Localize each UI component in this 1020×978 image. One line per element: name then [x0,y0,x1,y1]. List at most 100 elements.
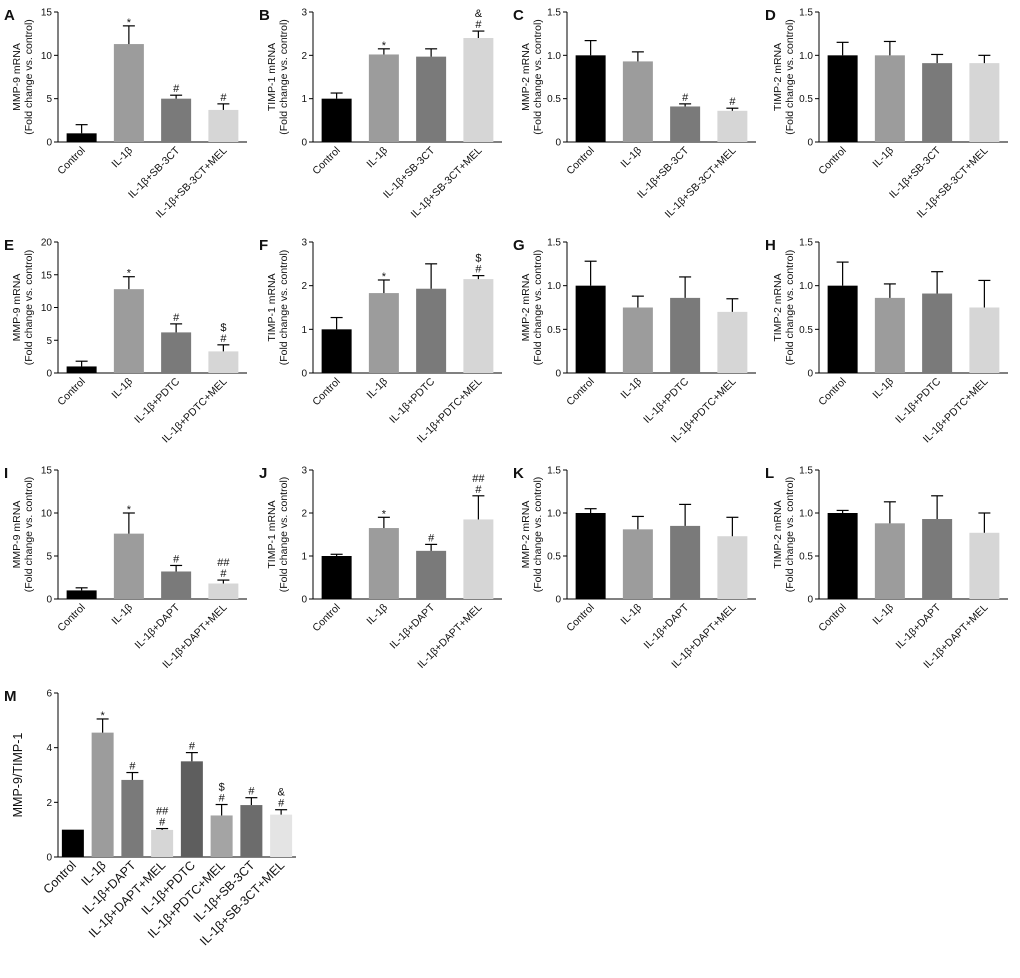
significance-mark: & [475,8,483,20]
y-tick-label: 5 [46,552,52,563]
significance-mark: # [173,83,180,95]
bar [161,98,192,142]
y-tick-label: 0.5 [547,94,561,105]
category-label: Control [816,376,848,408]
y-tick-label: 0 [301,369,307,380]
panel-letter: C [513,7,524,24]
bar [874,55,905,143]
significance-mark: $ [475,253,481,265]
y-tick-label: 1.0 [547,281,561,292]
y-tick-label: 1.0 [547,51,561,62]
y-tick-label: 6 [46,689,52,700]
y-tick-label: 0 [807,138,813,149]
category-label: IL-1β [618,376,644,402]
bar [575,55,606,143]
category-label: IL-1β [870,145,896,171]
category-label: IL-1β+DAPT [894,601,944,651]
bar [463,279,494,373]
y-axis-label: TIMP-2 mRNA [772,43,784,111]
y-axis-label: MMP-9 mRNA [11,501,23,569]
panel-j: J 0 1 2 3 TIMP-1 mRNA (Fold change vs. control… [259,465,502,671]
significance-mark: # [173,312,180,324]
category-label: IL-1β [109,602,135,628]
y-tick-label: 0 [46,595,52,606]
bar [151,829,174,857]
y-axis-label: MMP-2 mRNA [520,43,532,111]
category-label: IL-1β [618,145,644,171]
y-tick-label: 5 [46,94,52,105]
category-label: IL-1β [364,602,390,628]
bar [463,38,494,142]
category-label: IL-1β [109,145,135,171]
bar [91,732,114,857]
bar [416,288,447,373]
category-label: Control [310,376,342,408]
y-tick-label: 1.0 [799,509,813,520]
category-label: IL-1β [364,376,390,402]
panel-d: D 0 0.5 1.0 1.5 TIMP-2 mRNA (Fold change vs. c… [765,7,1008,221]
bar [874,297,905,373]
y-axis-label: (Fold change vs. control) [278,250,290,366]
y-axis-label: (Fold change vs. control) [278,19,290,135]
bar [208,109,239,142]
y-tick-label: 0.5 [799,94,813,105]
bar [368,293,399,373]
y-tick-label: 0 [807,369,813,380]
y-tick-label: 20 [41,238,53,249]
significance-mark: * [127,504,132,516]
category-label: Control [816,602,848,634]
bar [240,805,263,857]
bar [321,329,352,373]
panel-f: F 0 1 2 3 TIMP-1 mRNA (Fold change vs. control… [259,237,502,445]
significance-mark: # [173,553,180,565]
y-axis-label: MMP-2 mRNA [520,501,532,569]
bar [113,289,144,373]
bar [717,311,748,373]
category-label: IL-1β+PDTC [893,375,943,425]
bar [969,63,1000,143]
y-tick-label: 0.5 [799,325,813,336]
category-label: IL-1β [870,376,896,402]
y-axis-label: TIMP-1 mRNA [266,273,278,341]
y-axis-label: (Fold change vs. control) [23,250,35,366]
panel-c: C 0 0.5 1.0 1.5 MMP-2 mRNA (Fold change vs. co… [513,7,756,221]
category-label: Control [55,602,87,634]
significance-mark: $ [220,322,226,334]
y-axis-label: MMP-9 mRNA [11,274,23,342]
y-tick-label: 2 [301,509,307,520]
bar [161,332,192,373]
bar [969,532,1000,599]
category-label: Control [310,145,342,177]
bar [575,285,606,373]
panel-letter: M [4,688,17,705]
category-label: Control [816,145,848,177]
category-label: Control [564,145,596,177]
y-axis-label: (Fold change vs. control) [532,477,544,593]
significance-mark: * [127,17,132,29]
panel-letter: I [4,465,8,482]
category-label: Control [564,602,596,634]
bar [922,63,953,143]
significance-mark: ## [217,557,230,569]
y-tick-label: 1.5 [547,8,561,19]
y-tick-label: 2 [301,281,307,292]
y-tick-label: 2 [46,798,52,809]
panel-h: H 0 0.5 1.0 1.5 TIMP-2 mRNA (Fold change vs. c… [765,237,1008,445]
y-axis-label: (Fold change vs. control) [23,19,35,135]
panel-b: B 0 1 2 3 TIMP-1 mRNA (Fold change vs. control… [259,7,502,221]
y-tick-label: 1.0 [799,51,813,62]
y-tick-label: 0 [46,138,52,149]
panel-letter: J [259,465,267,482]
panel-letter: H [765,237,776,254]
y-tick-label: 0 [301,595,307,606]
significance-mark: # [189,741,196,753]
y-tick-label: 1.5 [799,8,813,19]
y-axis-label: (Fold change vs. control) [23,477,35,593]
bar [208,583,239,599]
category-label: IL-1β [364,145,390,171]
bar [922,293,953,373]
panel-m: M0246MMP-9/TIMP-1Control*IL-1β#IL-1β+DAP… [4,688,296,948]
bar [180,761,203,857]
panel-letter: G [513,237,525,254]
category-label: Control [41,858,79,896]
